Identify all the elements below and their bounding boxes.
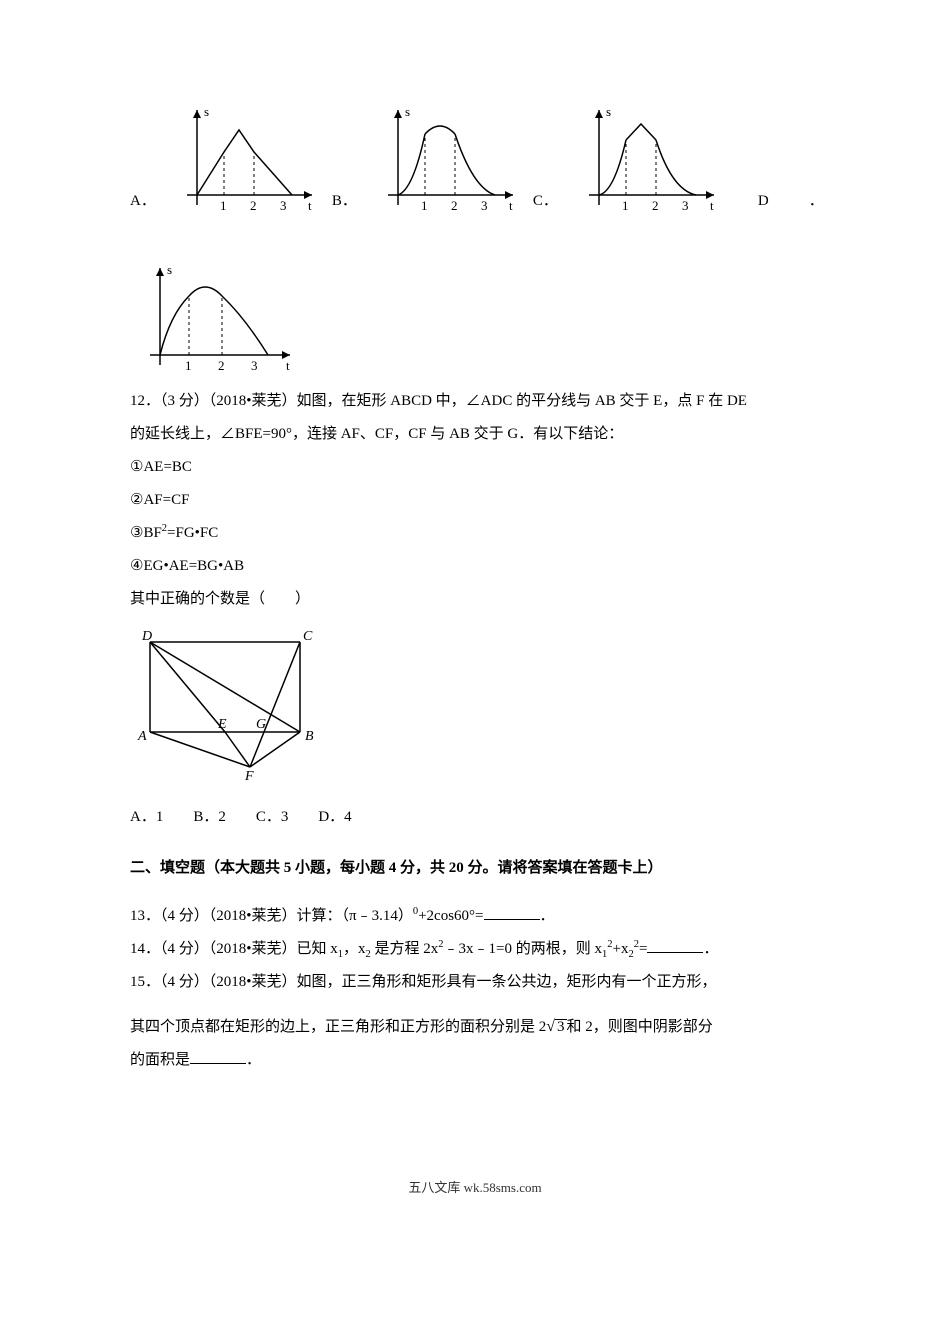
svg-text:G: G [256, 717, 266, 732]
svg-text:s: s [405, 104, 410, 119]
svg-text:3: 3 [280, 198, 287, 213]
svg-text:B: B [305, 729, 314, 744]
graph-b: s t 1 2 3 [363, 100, 523, 220]
svg-text:1: 1 [421, 198, 428, 213]
svg-text:D: D [141, 629, 152, 644]
option-d-label: D [758, 193, 769, 220]
q15-blank [190, 1048, 246, 1064]
option-a-container: A． s t 1 2 3 [130, 100, 322, 220]
svg-text:F: F [244, 769, 254, 782]
q14: 14．（4 分）（2018•莱芜）已知 x1，x2 是方程 2x2﹣3x﹣1=0… [130, 933, 820, 966]
option-d-graph-row: s t 1 2 3 [130, 260, 820, 385]
svg-text:1: 1 [185, 358, 192, 373]
svg-text:3: 3 [682, 198, 689, 213]
q13: 13．（4 分）（2018•莱芜）计算：（π﹣3.14）0+2cos60°=． [130, 900, 820, 933]
axis-y-label: s [204, 104, 209, 119]
svg-text:2: 2 [250, 198, 257, 213]
svg-text:s: s [167, 262, 172, 277]
svg-text:t: t [710, 198, 714, 213]
q12-line1: 12．（3 分）（2018•莱芜）如图，在矩形 ABCD 中，∠ADC 的平分线… [130, 385, 820, 418]
page-footer: 五八文库 wk.58sms.com [130, 1177, 820, 1196]
option-b-label: B． [332, 189, 357, 220]
graph-c: s t 1 2 3 [564, 100, 724, 220]
option-a-label: A． [130, 189, 156, 220]
svg-text:1: 1 [622, 198, 629, 213]
svg-text:A: A [137, 729, 147, 744]
axis-x-label: t [308, 198, 312, 213]
q12-stmt1: ①AE=BC [130, 451, 820, 484]
q12-stmt4: ④EG•AE=BG•AB [130, 550, 820, 583]
q15-line2: 其四个顶点都在矩形的边上，正三角形和正方形的面积分别是 2√3和 2，则图中阴影… [130, 1009, 820, 1044]
sqrt-icon: √3 [546, 1009, 566, 1044]
q12-tail: 其中正确的个数是（ ） [130, 583, 820, 616]
graph-a: s t 1 2 3 [162, 100, 322, 220]
q12-figure: D C B A E G F [130, 622, 820, 787]
option-d-dot: ． [809, 189, 824, 220]
svg-text:2: 2 [652, 198, 659, 213]
svg-text:t: t [509, 198, 513, 213]
svg-text:E: E [217, 717, 227, 732]
q15-line1: 15．（4 分）（2018•莱芜）如图，正三角形和矩形具有一条公共边，矩形内有一… [130, 966, 820, 999]
q12-line2: 的延长线上，∠BFE=90°，连接 AF、CF，CF 与 AB 交于 G．有以下… [130, 418, 820, 451]
svg-text:2: 2 [451, 198, 458, 213]
svg-text:3: 3 [481, 198, 488, 213]
svg-text:C: C [303, 629, 313, 644]
option-b-container: B． s t 1 2 3 [332, 100, 523, 220]
option-c-label: C． [533, 189, 558, 220]
q15-line3: 的面积是． [130, 1044, 820, 1077]
svg-text:1: 1 [220, 198, 227, 213]
q12-answers: A．1 B．2 C．3 D．4 [130, 801, 820, 834]
graph-d: s t 1 2 3 [130, 260, 300, 380]
q12-stmt2: ②AF=CF [130, 484, 820, 517]
svg-text:3: 3 [251, 358, 258, 373]
svg-text:2: 2 [218, 358, 225, 373]
q13-blank [484, 904, 540, 920]
q14-blank [647, 937, 703, 953]
option-c-container: C． s t 1 2 3 [533, 100, 724, 220]
svg-text:t: t [286, 358, 290, 373]
q12-stmt3: ③BF2=FG•FC [130, 517, 820, 550]
graph-options-row: A． s t 1 2 3 [130, 100, 820, 220]
svg-text:s: s [606, 104, 611, 119]
section2-title: 二、填空题（本大题共 5 小题，每小题 4 分，共 20 分。请将答案填在答题卡… [130, 852, 820, 885]
